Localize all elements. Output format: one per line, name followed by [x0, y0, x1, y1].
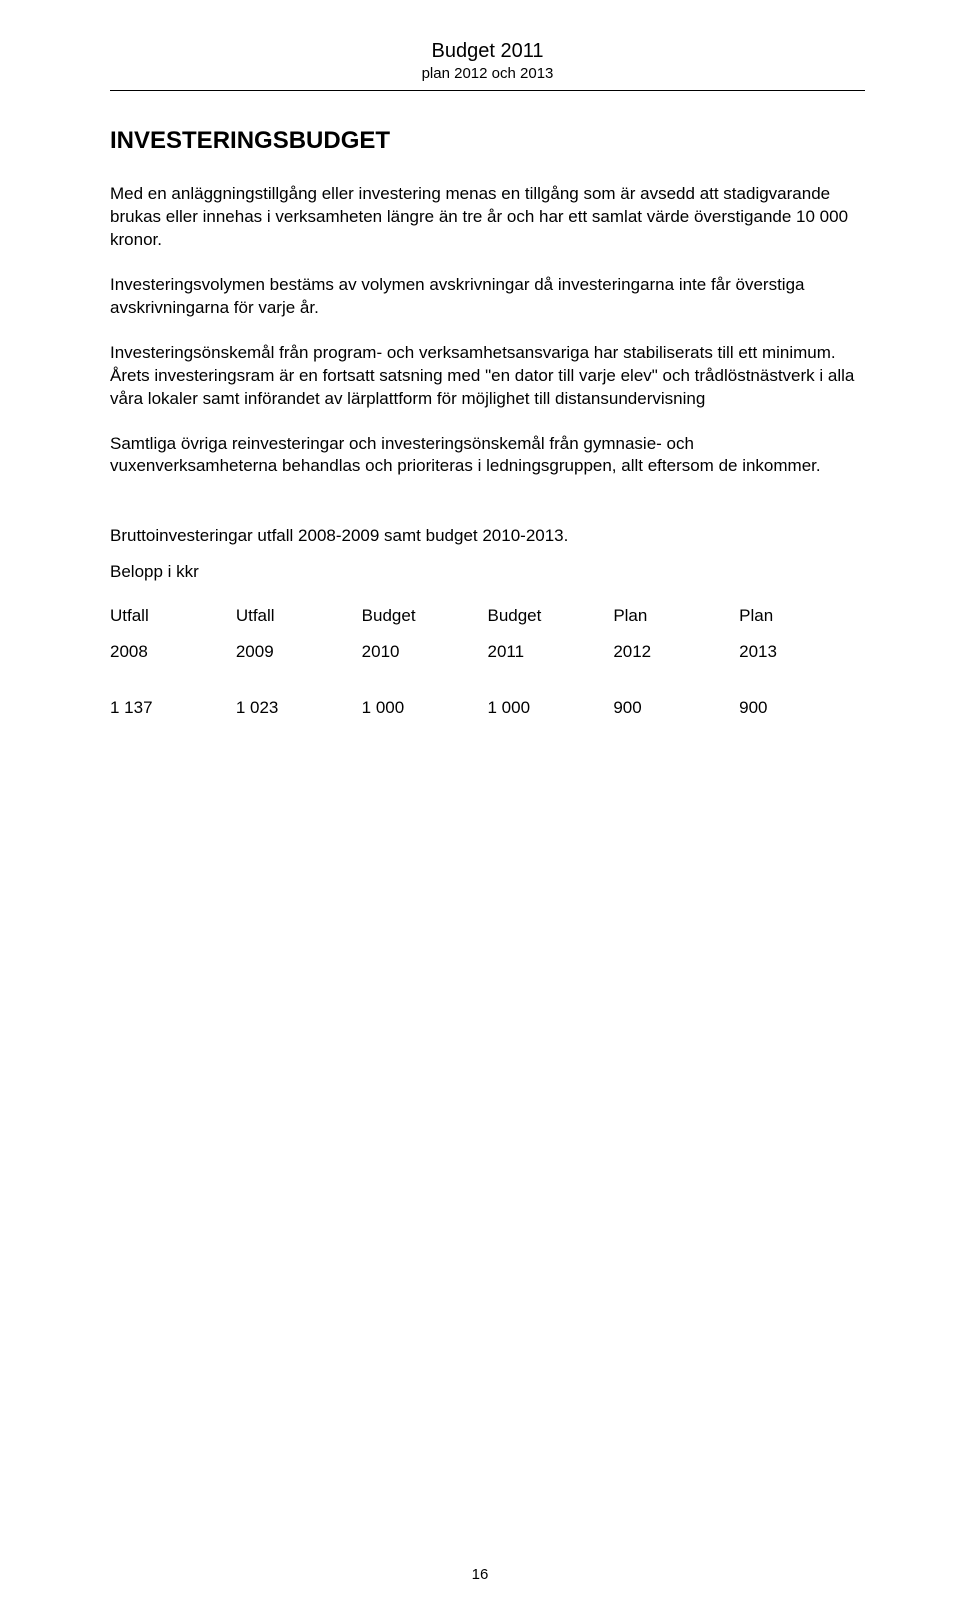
- table-cell: 1 023: [236, 670, 362, 726]
- table-cell: 2012: [613, 634, 739, 670]
- table-cell: 2009: [236, 634, 362, 670]
- table-cell: Budget: [362, 598, 488, 634]
- table-cell: 2013: [739, 634, 865, 670]
- main-heading: INVESTERINGSBUDGET: [110, 127, 865, 155]
- paragraph-3: Investeringsönskemål från program- och v…: [110, 342, 865, 411]
- table-cell: Utfall: [110, 598, 236, 634]
- header-rule: [110, 90, 865, 91]
- table-cell: 2011: [487, 634, 613, 670]
- table-cell: 2008: [110, 634, 236, 670]
- paragraph-1: Med en anläggningstillgång eller investe…: [110, 183, 865, 252]
- table-cell: 2010: [362, 634, 488, 670]
- page-header: Budget 2011 plan 2012 och 2013: [110, 40, 865, 82]
- table-intro: Bruttoinvesteringar utfall 2008-2009 sam…: [110, 526, 865, 546]
- document-page: Budget 2011 plan 2012 och 2013 INVESTERI…: [0, 0, 960, 1613]
- page-number: 16: [0, 1566, 960, 1583]
- table-cell: Utfall: [236, 598, 362, 634]
- table-cell: Budget: [487, 598, 613, 634]
- table-row: 1 137 1 023 1 000 1 000 900 900: [110, 670, 865, 726]
- header-subtitle: plan 2012 och 2013: [110, 65, 865, 82]
- table-cell: 1 000: [362, 670, 488, 726]
- paragraph-4: Samtliga övriga reinvesteringar och inve…: [110, 433, 865, 479]
- table-cell: 900: [613, 670, 739, 726]
- budget-table: Utfall Utfall Budget Budget Plan Plan 20…: [110, 598, 865, 726]
- table-cell: 1 137: [110, 670, 236, 726]
- paragraph-2: Investeringsvolymen bestäms av volymen a…: [110, 274, 865, 320]
- table-row: 2008 2009 2010 2011 2012 2013: [110, 634, 865, 670]
- table-cell: Plan: [613, 598, 739, 634]
- header-title: Budget 2011: [110, 40, 865, 63]
- table-cell: Plan: [739, 598, 865, 634]
- table-cell: 900: [739, 670, 865, 726]
- table-row: Utfall Utfall Budget Budget Plan Plan: [110, 598, 865, 634]
- table-cell: 1 000: [487, 670, 613, 726]
- amount-label: Belopp i kkr: [110, 562, 865, 582]
